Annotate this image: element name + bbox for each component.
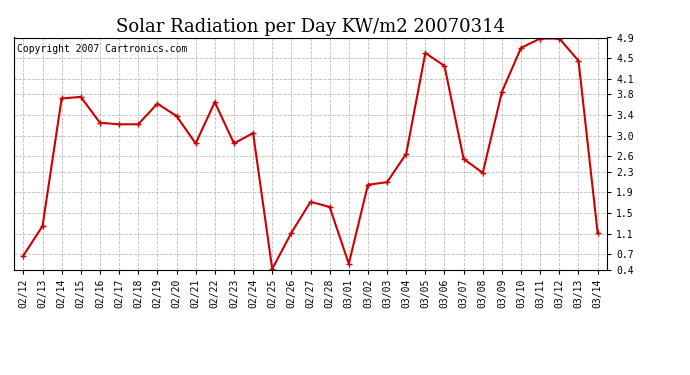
Text: Copyright 2007 Cartronics.com: Copyright 2007 Cartronics.com <box>17 45 187 54</box>
Title: Solar Radiation per Day KW/m2 20070314: Solar Radiation per Day KW/m2 20070314 <box>116 18 505 36</box>
